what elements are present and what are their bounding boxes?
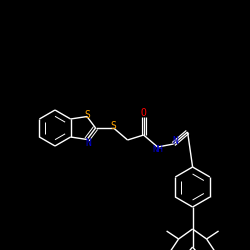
Text: S: S bbox=[111, 121, 116, 131]
Text: O: O bbox=[141, 108, 146, 118]
Text: N: N bbox=[173, 136, 178, 146]
Text: N: N bbox=[85, 138, 91, 148]
Text: NH: NH bbox=[152, 146, 163, 154]
Text: S: S bbox=[84, 110, 90, 120]
